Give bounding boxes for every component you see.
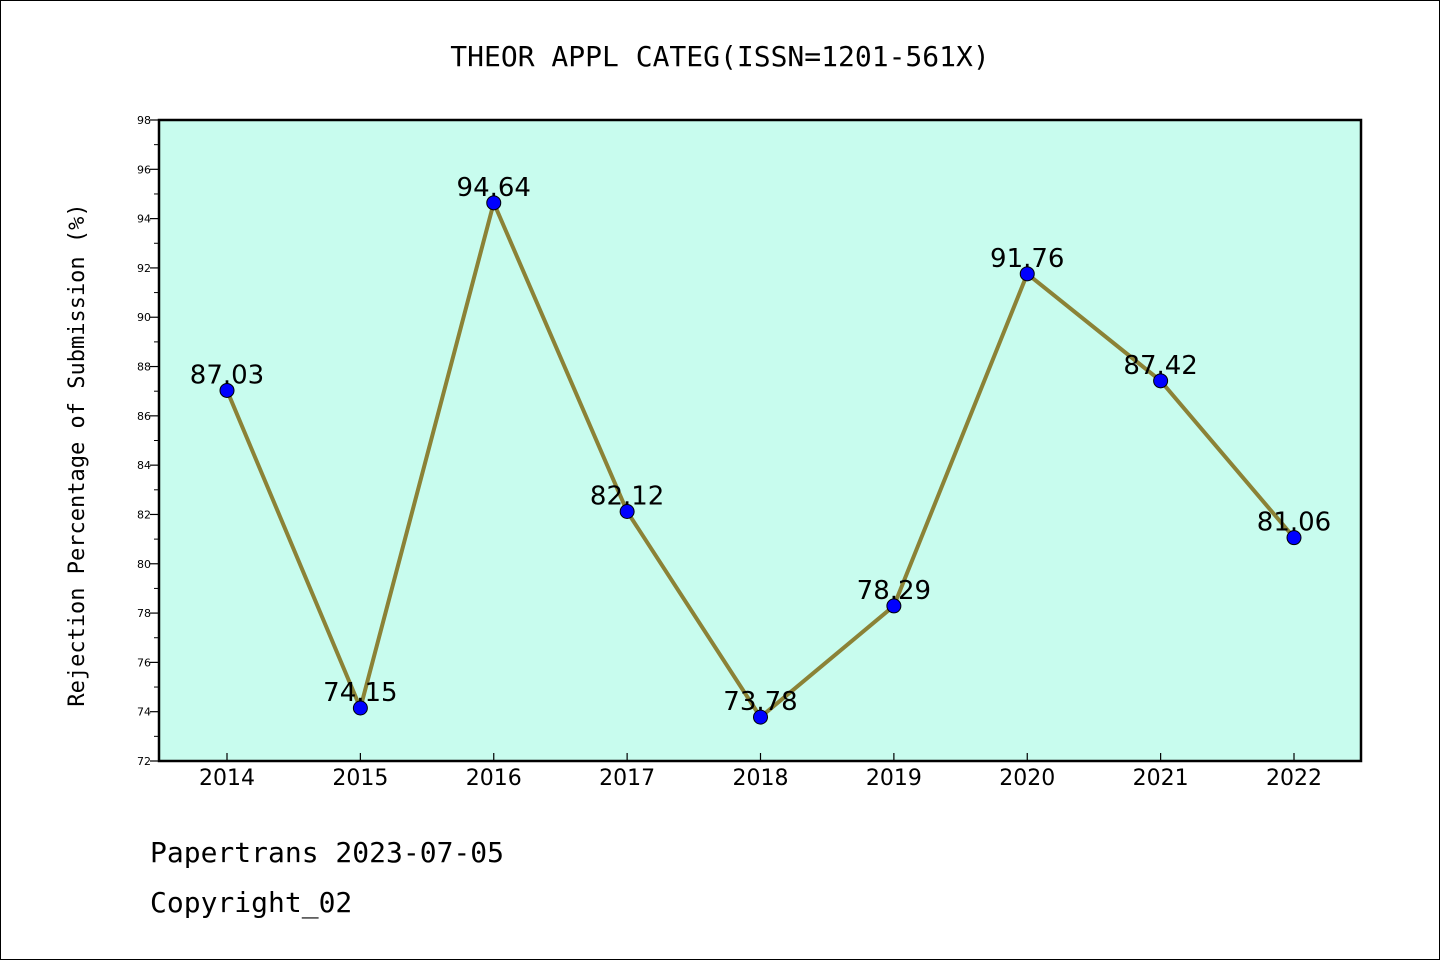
y-tick-label: 86 <box>137 410 151 423</box>
x-tick-label: 2020 <box>999 766 1055 791</box>
y-tick-label: 72 <box>137 755 151 768</box>
y-tick-label: 80 <box>137 558 151 571</box>
data-label: 94.64 <box>457 173 531 203</box>
x-tick-label: 2018 <box>733 766 789 791</box>
data-label: 81.06 <box>1257 508 1331 538</box>
data-point <box>886 598 902 614</box>
y-tick-label: 82 <box>137 508 151 521</box>
data-label: 87.42 <box>1123 351 1197 381</box>
y-axis-ticks: 72 74 76 78 80 82 84 86 88 90 92 94 96 98 <box>137 114 159 768</box>
y-tick-label: 94 <box>137 213 151 226</box>
x-axis-ticks: 2014 2015 2016 2017 2018 2019 2020 2021 2022 <box>199 753 1322 791</box>
y-tick-label: 78 <box>137 607 151 620</box>
y-tick-label: 96 <box>137 163 151 176</box>
data-label: 91.76 <box>990 244 1064 274</box>
y-tick-label: 74 <box>137 706 151 719</box>
data-label: 87.03 <box>190 360 264 390</box>
data-label: 78.29 <box>857 576 931 606</box>
y-tick-label: 88 <box>137 361 151 374</box>
y-tick-label: 98 <box>137 114 151 127</box>
footer-date-text: Papertrans 2023-07-05 <box>150 836 505 869</box>
data-label: 82.12 <box>590 482 664 512</box>
data-points <box>219 195 1302 725</box>
y-axis-label: Rejection Percentage of Submission (%) <box>65 203 90 706</box>
x-tick-label: 2022 <box>1266 766 1322 791</box>
data-point <box>619 504 635 520</box>
data-point <box>1286 530 1302 546</box>
data-point <box>219 382 235 398</box>
data-point <box>352 700 368 716</box>
chart-title: THEOR APPL CATEG(ISSN=1201-561X) <box>450 40 989 73</box>
data-point <box>1019 266 1035 282</box>
x-tick-label: 2019 <box>866 766 922 791</box>
data-label: 73.78 <box>723 687 797 717</box>
x-tick-label: 2017 <box>599 766 655 791</box>
y-tick-label: 84 <box>137 459 151 472</box>
data-point <box>486 195 502 211</box>
x-tick-label: 2016 <box>466 766 522 791</box>
x-tick-label: 2015 <box>332 766 388 791</box>
footer-copyright-text: Copyright_02 <box>150 886 353 919</box>
data-point <box>1153 373 1169 389</box>
data-point <box>753 709 768 725</box>
data-labels: 87.03 74.15 94.64 82.12 73.78 78.29 91.76 87.42… <box>190 173 1331 717</box>
data-label: 74.15 <box>323 678 397 708</box>
x-tick-label: 2021 <box>1133 766 1189 791</box>
plot-area <box>157 118 1363 763</box>
y-tick-label: 76 <box>137 656 151 669</box>
x-tick-label: 2014 <box>199 766 255 791</box>
y-tick-label: 90 <box>137 311 151 324</box>
y-tick-label: 92 <box>137 262 151 275</box>
